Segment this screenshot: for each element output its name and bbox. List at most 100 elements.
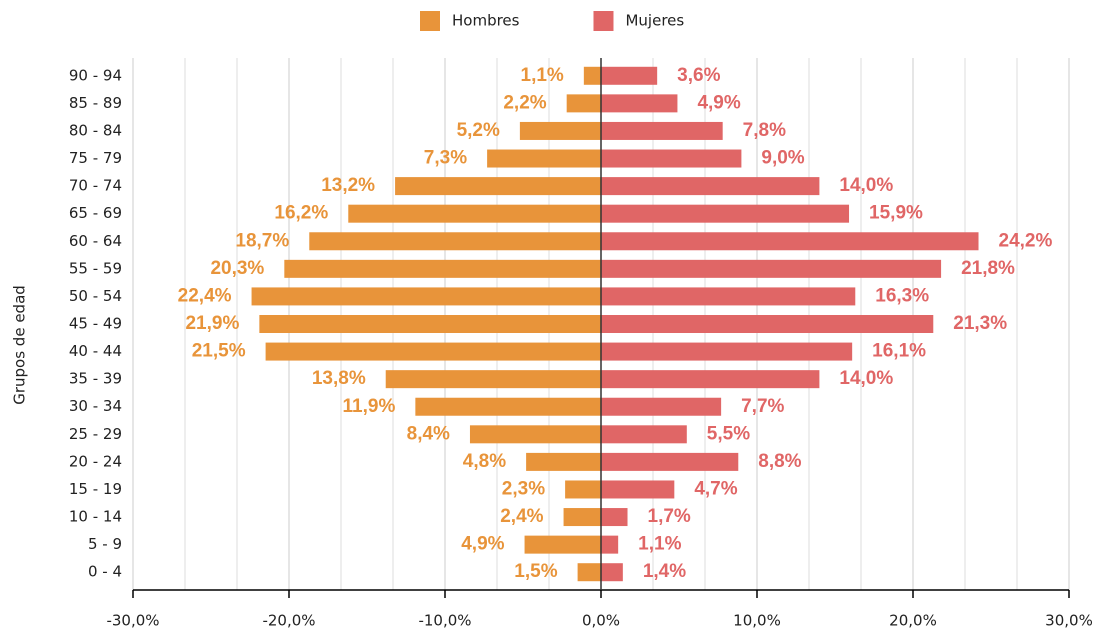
value-label: 22,4% [178,285,232,306]
bar [601,452,739,471]
value-label: 16,1% [872,341,926,362]
bar [565,480,601,499]
y-tick-label: 70 - 74 [69,177,122,195]
bar [601,342,853,361]
bar [601,121,723,140]
bar [309,232,601,251]
bar [601,397,722,416]
bar [601,287,856,306]
x-tick-label: -20,0% [262,612,315,630]
y-tick-label: 80 - 84 [69,121,122,139]
y-tick-label: 10 - 14 [69,508,122,526]
bar [601,204,850,223]
bar [265,342,601,361]
bar [385,370,601,389]
value-label: 7,7% [741,396,784,417]
bar [348,204,601,223]
y-axis-title: Grupos de edad [11,285,29,405]
bar [601,315,934,333]
bar [601,508,628,527]
x-tick-label: -30,0% [106,612,159,630]
y-tick-label: 40 - 44 [69,342,122,360]
bar [526,452,601,471]
y-tick-label: 75 - 79 [69,149,122,167]
value-label: 7,8% [743,120,786,141]
value-label: 9,0% [761,148,804,169]
legend-label: Hombres [452,12,520,30]
value-label: 1,7% [648,506,691,527]
value-label: 2,3% [502,478,545,499]
x-tick-label: 10,0% [733,612,781,630]
value-label: 8,4% [407,423,450,444]
value-label: 1,1% [521,65,564,86]
value-label: 1,4% [643,561,686,582]
value-label: 1,5% [514,561,557,582]
y-tick-label: 50 - 54 [69,287,122,305]
value-label: 5,5% [707,423,750,444]
bar [601,563,623,582]
bar [601,66,658,85]
bar [395,177,601,196]
value-label: 5,2% [457,120,500,141]
x-tick-label: 20,0% [889,612,937,630]
value-label: 18,7% [235,230,289,251]
y-tick-label: 20 - 24 [69,452,122,470]
value-label: 7,3% [424,148,467,169]
value-label: 21,8% [961,258,1015,279]
bar [415,397,601,416]
legend-swatch [420,11,440,31]
value-label: 8,8% [758,451,801,472]
bar [601,370,820,389]
x-tick-label: 0,0% [582,612,620,630]
value-label: 11,9% [343,396,396,417]
bar [524,535,601,554]
value-label: 16,2% [274,203,328,224]
value-label: 15,9% [869,203,923,224]
bar [583,66,601,85]
value-label: 4,7% [694,478,737,499]
legend-swatch [593,11,614,31]
bar [563,508,601,527]
y-tick-label: 35 - 39 [69,370,122,388]
value-label: 16,3% [875,285,929,306]
bar [601,177,820,196]
bar [251,287,601,306]
bar [469,425,601,444]
bar [519,121,601,140]
y-tick-label: 45 - 49 [69,315,122,333]
legend-label: Mujeres [625,12,684,30]
bar [487,149,601,168]
y-tick-label: 90 - 94 [69,66,122,84]
y-tick-label: 25 - 29 [69,425,122,443]
value-label: 4,8% [463,451,506,472]
value-label: 20,3% [210,258,264,279]
value-label: 24,2% [999,230,1053,251]
bar [601,149,742,168]
y-tick-label: 55 - 59 [69,259,122,277]
bar [601,425,687,444]
value-label: 4,9% [461,534,504,555]
value-label: 21,5% [192,341,246,362]
value-label: 2,2% [503,92,546,113]
y-tick-label: 0 - 4 [88,563,122,581]
value-label: 21,9% [185,313,239,334]
y-tick-label: 60 - 64 [69,232,122,250]
value-label: 14,0% [839,175,893,196]
bar [601,480,675,499]
value-label: 3,6% [677,65,720,86]
y-tick-label: 5 - 9 [88,535,122,553]
x-tick-label: -10,0% [418,612,471,630]
bar [259,315,601,333]
bar [601,535,619,554]
bar [566,94,601,113]
value-label: 2,4% [500,506,543,527]
y-tick-label: 85 - 89 [69,94,122,112]
value-label: 4,9% [697,92,740,113]
x-tick-label: 30,0% [1045,612,1093,630]
bar [601,259,942,278]
bar [601,94,678,113]
value-label: 13,8% [312,368,366,389]
y-tick-label: 30 - 34 [69,397,122,415]
bar [284,259,601,278]
